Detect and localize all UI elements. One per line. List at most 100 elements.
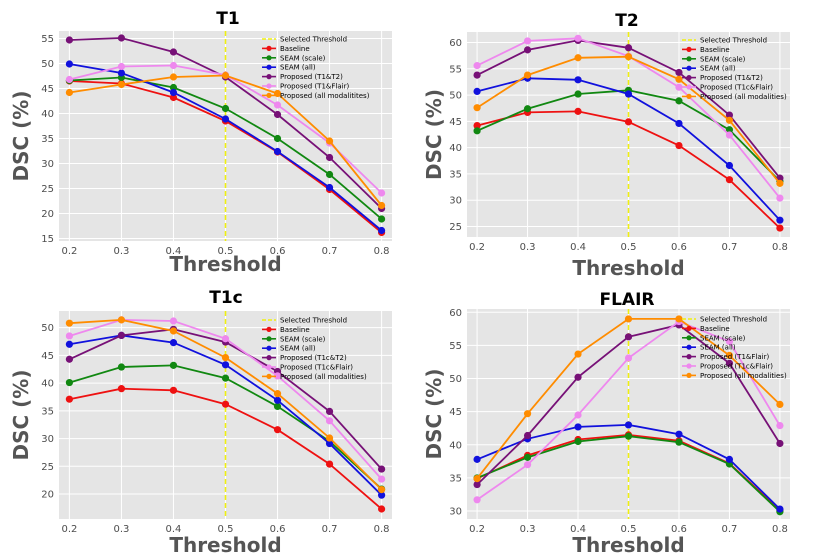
data-point [523,431,532,440]
data-point [725,337,734,346]
x-tick-label: 0.4 [570,524,586,535]
data-point [377,486,386,494]
data-point [675,315,683,323]
data-point [325,460,334,468]
data-point [624,44,633,52]
chart-title: FLAIR [599,290,654,310]
legend-marker [686,363,692,369]
data-point [169,93,178,102]
data-point [675,119,683,128]
chart-title: T1c [209,288,243,308]
data-point [377,475,386,483]
data-point [117,385,126,393]
data-point [523,453,532,461]
legend-label: Proposed (T1c&Flair) [700,363,773,371]
legend-label: SEAM (scale) [280,335,326,343]
x-axis-label: Threshold [169,252,281,276]
legend-label: Proposed (all modalities) [700,372,787,380]
data-point [473,104,481,112]
data-point [624,53,633,61]
y-axis-label: DSC (%) [422,89,446,180]
data-point [273,147,282,156]
legend-label: Baseline [700,46,730,54]
legend-marker [686,56,692,62]
data-point [377,215,386,223]
x-tick-label: 0.7 [322,246,338,257]
data-point [221,353,230,362]
chart-title: T2 [615,11,638,31]
data-point [523,46,532,54]
data-point [169,61,178,70]
data-point [221,361,230,369]
legend-marker [686,325,692,331]
y-tick-label: 45 [449,117,462,128]
y-tick-label: 35 [41,406,54,417]
data-point [675,438,683,446]
data-point [675,141,683,150]
data-point [725,111,734,119]
x-tick-label: 0.6 [671,242,687,253]
x-tick-label: 0.6 [270,524,286,535]
data-point [574,76,582,84]
y-tick-label: 15 [41,234,54,245]
legend-label: Baseline [700,325,730,333]
legend-label: Proposed (all modalities) [700,93,787,101]
data-point [574,90,582,98]
legend-label: Proposed (T1&T2) [700,74,763,82]
x-tick-label: 0.3 [520,242,536,253]
data-point [624,90,633,98]
y-tick-label: 20 [41,209,54,220]
y-tick-label: 55 [41,34,54,45]
data-point [273,402,282,411]
legend-label: Selected Threshold [280,36,347,44]
data-point [117,316,126,324]
data-point [117,34,126,42]
x-tick-label: 0.8 [374,524,390,535]
legend-marker [686,344,692,350]
data-point [725,359,734,367]
y-tick-label: 55 [449,64,462,75]
y-axis-label: DSC (%) [9,91,33,182]
y-tick-label: 25 [41,462,54,473]
legend-marker [266,355,272,361]
x-tick-label: 0.7 [322,524,338,535]
y-axis-label: DSC (%) [422,369,446,460]
data-point [273,372,282,380]
x-tick-label: 0.2 [469,524,485,535]
x-tick-label: 0.4 [166,524,182,535]
chart-3: 30 35 40 45 50 55 60 0.2 0.3 0.4 0.5 0.6 0.7 0.8 FLAIR… [422,290,790,554]
x-tick-label: 0.8 [772,242,788,253]
legend-label: Selected Threshold [700,316,767,324]
y-tick-label: 35 [41,134,54,145]
data-point [65,36,74,44]
data-point [574,34,582,42]
legend-marker [266,45,272,52]
data-point [675,97,683,105]
data-point [117,363,126,371]
data-point [473,71,481,79]
legend-marker [266,92,272,98]
data-point [377,226,386,235]
data-point [325,153,334,162]
data-point [776,216,784,224]
legend-label: Selected Threshold [280,317,347,325]
x-tick-label: 0.5 [621,524,637,535]
data-point [169,386,178,394]
data-point [273,390,282,398]
legend-marker [266,364,272,370]
data-point [221,335,230,343]
data-point [169,73,178,81]
legend-marker [686,354,692,360]
legend-marker [266,64,272,70]
legend-marker [686,75,692,81]
y-tick-label: 30 [449,196,462,207]
data-point [473,62,481,70]
data-point [776,179,784,187]
legend-label: Proposed (T1c&Flair) [280,364,353,372]
x-tick-label: 0.4 [570,242,586,253]
legend-label: Baseline [280,45,310,53]
legend-marker [266,326,272,332]
